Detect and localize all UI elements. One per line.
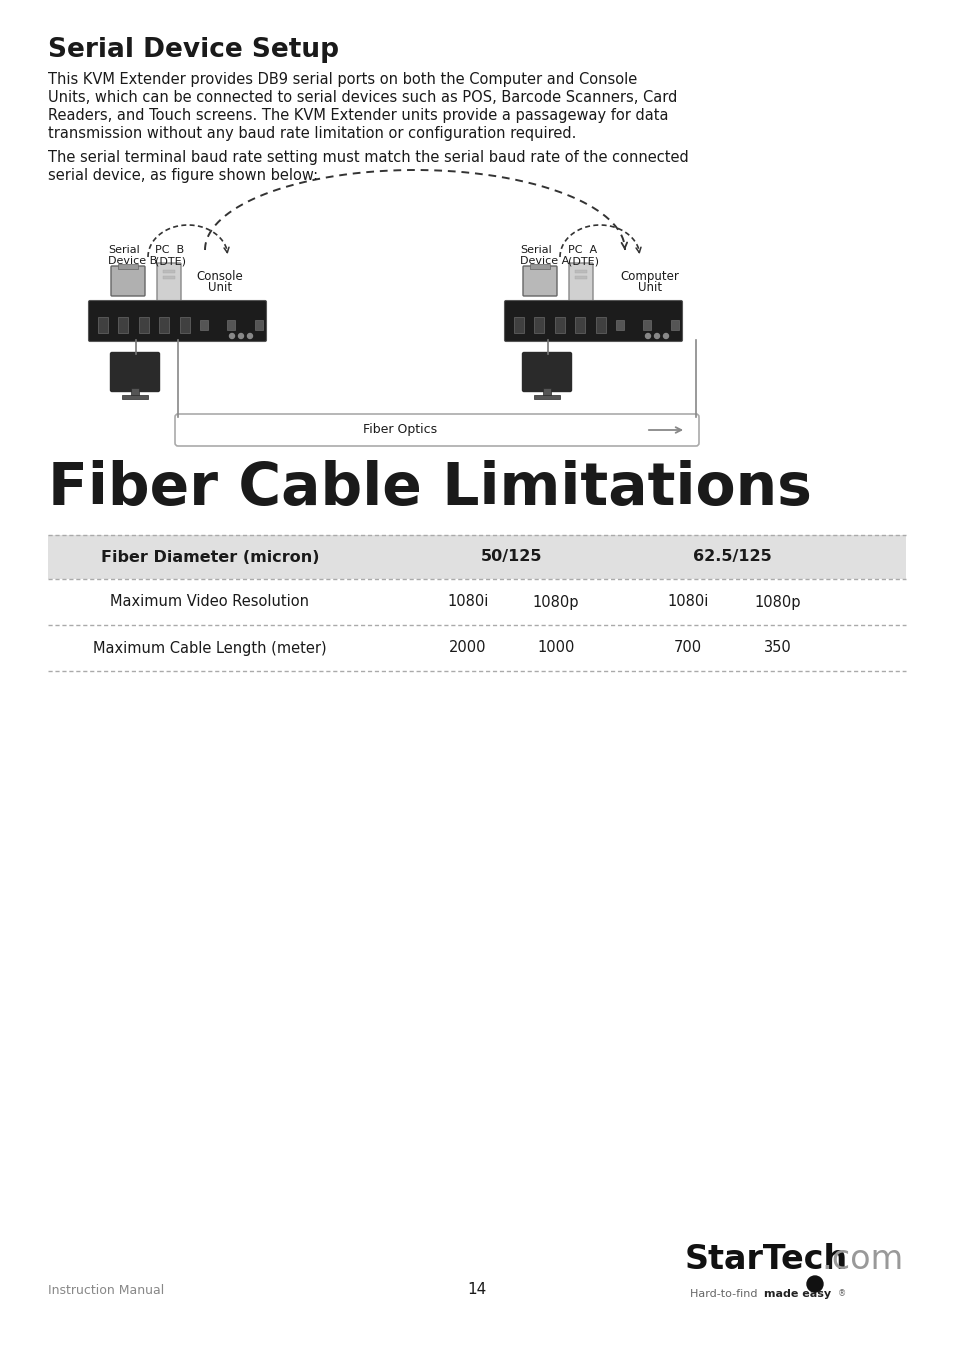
FancyBboxPatch shape [522, 352, 571, 391]
Bar [616, 320, 623, 330]
FancyBboxPatch shape [174, 414, 699, 447]
Bar [254, 320, 263, 330]
Bar [534, 395, 559, 399]
Bar [534, 317, 544, 334]
FancyBboxPatch shape [111, 266, 145, 296]
Bar [596, 317, 605, 334]
Text: Serial: Serial [108, 245, 139, 256]
Text: PC  A: PC A [567, 245, 597, 256]
Text: Device A: Device A [519, 256, 569, 266]
Text: (DTE): (DTE) [154, 256, 186, 266]
FancyBboxPatch shape [157, 264, 181, 303]
Text: StarTech: StarTech [684, 1243, 847, 1276]
FancyBboxPatch shape [568, 264, 593, 303]
Bar [118, 264, 138, 269]
Bar [118, 317, 129, 334]
Text: 1080p: 1080p [754, 594, 801, 609]
Bar [48, 535, 905, 578]
Text: This KVM Extender provides DB9 serial ports on both the Computer and Console: This KVM Extender provides DB9 serial po… [48, 73, 637, 87]
Circle shape [645, 334, 650, 339]
Text: Fiber Cable Limitations: Fiber Cable Limitations [48, 460, 811, 516]
Text: Units, which can be connected to serial devices such as POS, Barcode Scanners, C: Units, which can be connected to serial … [48, 90, 677, 105]
Text: 2000: 2000 [449, 640, 486, 655]
Bar [139, 317, 149, 334]
Text: Hard-to-find: Hard-to-find [689, 1289, 760, 1299]
Bar [98, 317, 108, 334]
Text: Serial: Serial [519, 245, 551, 256]
Text: Computer: Computer [619, 270, 679, 282]
Bar [163, 276, 174, 278]
FancyBboxPatch shape [111, 352, 159, 391]
Text: Maximum Cable Length (meter): Maximum Cable Length (meter) [93, 640, 327, 655]
FancyBboxPatch shape [504, 300, 681, 342]
Text: The serial terminal baud rate setting must match the serial baud rate of the con: The serial terminal baud rate setting mu… [48, 151, 688, 165]
Text: Device B: Device B [108, 256, 157, 266]
Bar [555, 317, 564, 334]
Circle shape [806, 1276, 822, 1293]
Text: Unit: Unit [208, 281, 232, 295]
Text: Fiber Optics: Fiber Optics [362, 422, 436, 436]
Text: serial device, as figure shown below:: serial device, as figure shown below: [48, 168, 317, 183]
Bar [575, 270, 586, 273]
Text: Fiber Diameter (micron): Fiber Diameter (micron) [101, 550, 319, 565]
Text: .com: .com [821, 1243, 902, 1276]
Text: Readers, and Touch screens. The KVM Extender units provide a passageway for data: Readers, and Touch screens. The KVM Exte… [48, 108, 668, 122]
FancyBboxPatch shape [89, 300, 266, 342]
Circle shape [662, 334, 668, 339]
Text: 1080i: 1080i [447, 594, 488, 609]
Bar [575, 276, 586, 278]
Text: Unit: Unit [638, 281, 661, 295]
Bar [200, 320, 208, 330]
Bar [227, 320, 235, 330]
Text: ®: ® [837, 1290, 845, 1298]
Text: PC  B: PC B [154, 245, 184, 256]
Circle shape [247, 334, 253, 339]
Text: 700: 700 [673, 640, 701, 655]
Text: Instruction Manual: Instruction Manual [48, 1283, 164, 1297]
Bar [131, 387, 139, 395]
Circle shape [238, 334, 243, 339]
Text: Maximum Video Resolution: Maximum Video Resolution [111, 594, 309, 609]
Text: (DTE): (DTE) [567, 256, 598, 266]
Text: 1000: 1000 [537, 640, 574, 655]
Bar [670, 320, 679, 330]
Text: transmission without any baud rate limitation or configuration required.: transmission without any baud rate limit… [48, 126, 576, 141]
Bar [575, 317, 585, 334]
Bar [542, 387, 551, 395]
Bar [159, 317, 170, 334]
Bar [643, 320, 651, 330]
Bar [122, 395, 148, 399]
Bar [163, 270, 174, 273]
Circle shape [230, 334, 234, 339]
Text: 350: 350 [763, 640, 791, 655]
Circle shape [654, 334, 659, 339]
Text: Console: Console [196, 270, 243, 282]
Bar [514, 317, 523, 334]
Text: 14: 14 [467, 1283, 486, 1298]
Text: 50/125: 50/125 [480, 550, 542, 565]
FancyBboxPatch shape [522, 266, 557, 296]
Text: 1080p: 1080p [532, 594, 578, 609]
Bar [180, 317, 190, 334]
Text: Serial Device Setup: Serial Device Setup [48, 38, 338, 63]
Bar [530, 264, 550, 269]
Text: 62.5/125: 62.5/125 [692, 550, 771, 565]
Text: made easy: made easy [763, 1289, 830, 1299]
Text: 1080i: 1080i [666, 594, 708, 609]
